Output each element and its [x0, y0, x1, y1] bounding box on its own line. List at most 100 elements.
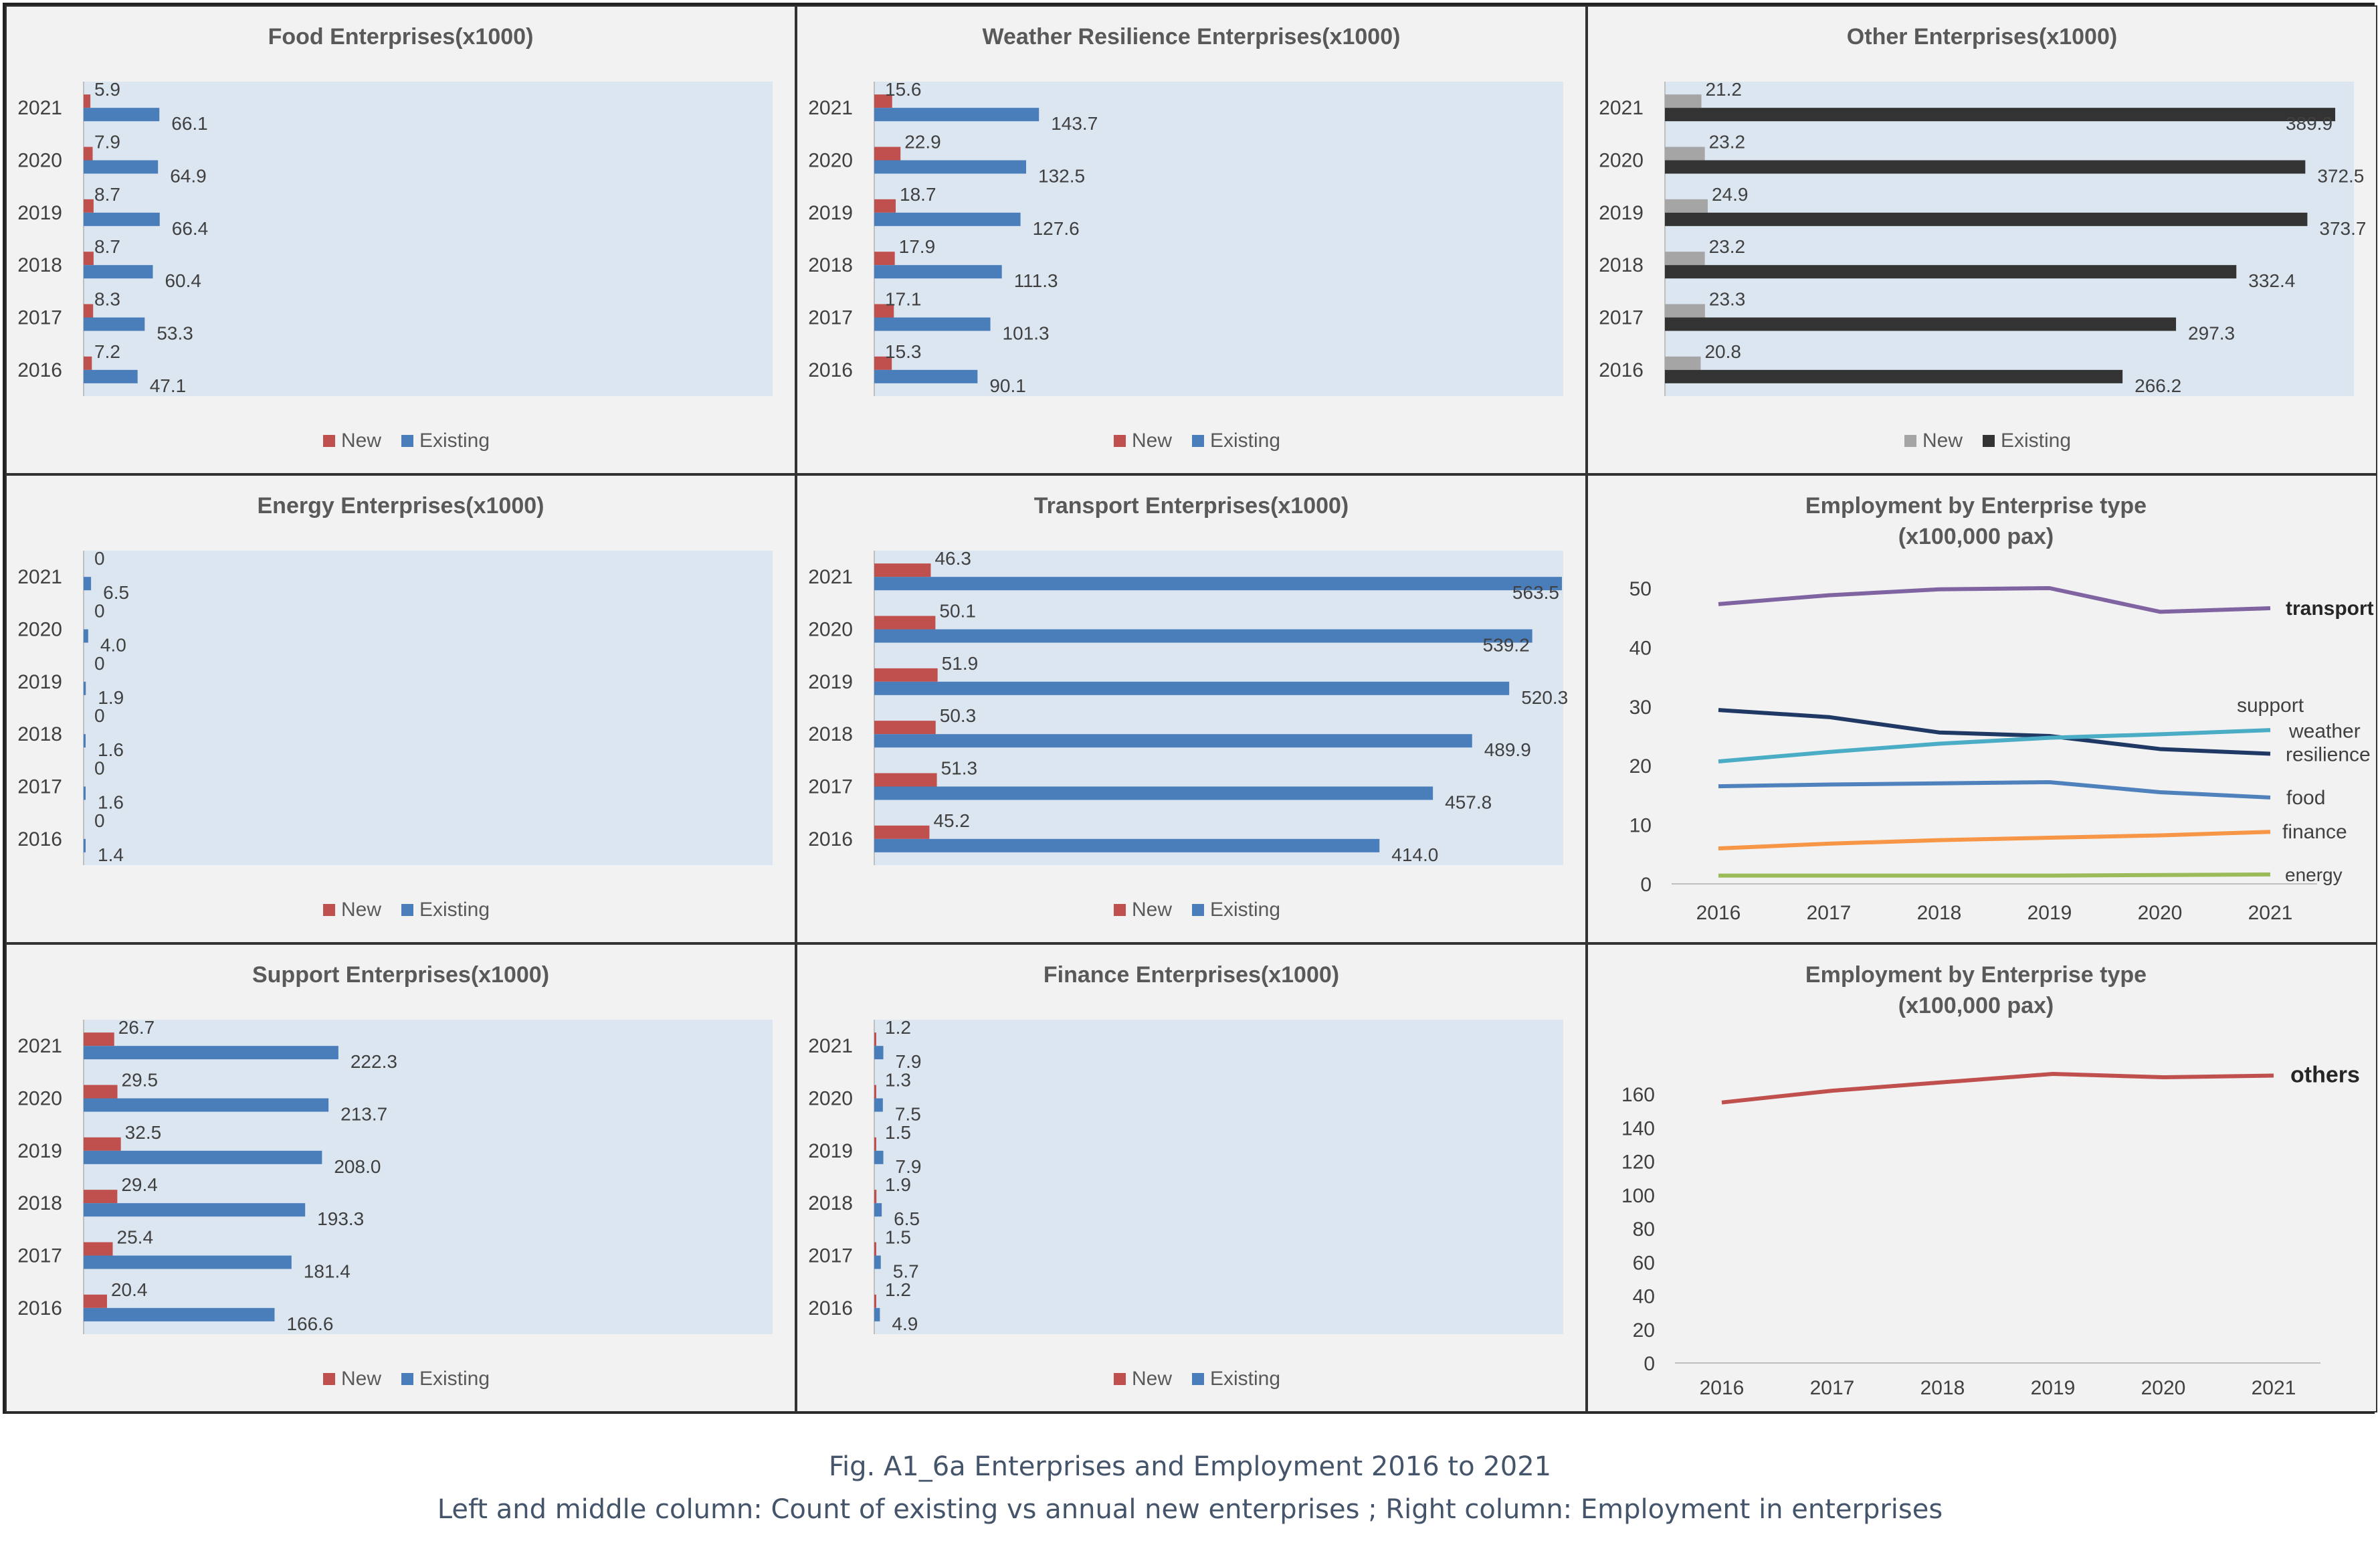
- plot-area: [84, 1020, 773, 1334]
- chart-weather-resilience: Weather Resilience Enterprises(x1000) 202…: [808, 24, 1563, 452]
- legend-swatch-new: [323, 435, 335, 447]
- y-tick-label: 2019: [17, 671, 62, 693]
- bar-existing: [874, 838, 1380, 852]
- data-label-existing: 60.4: [165, 270, 201, 291]
- chart-title: Support Enterprises(x1000): [252, 962, 549, 988]
- y-tick-label: 2020: [808, 619, 853, 641]
- y-tick-label: 2019: [17, 202, 62, 224]
- series-line-others: [1721, 1071, 2274, 1105]
- chart-energy: Energy Enterprises(x1000)202106.5202004.…: [17, 493, 773, 921]
- legend-swatch-new: [323, 1373, 335, 1385]
- figure-grid: Food Enterprises(x1000) 2021 5.9 66.1 2020 7.…: [3, 3, 2377, 1414]
- y-tick-label: 0: [1644, 1353, 1655, 1375]
- series-label-food: food: [2286, 787, 2325, 809]
- data-label-new: 0: [94, 758, 105, 779]
- chart-title: Employment by Enterprise type: [1805, 962, 2147, 988]
- data-label-new: 5.9: [94, 79, 120, 100]
- data-label-existing: 1.9: [98, 687, 124, 708]
- data-label-existing: 213.7: [340, 1104, 387, 1125]
- bar-new: [874, 199, 896, 213]
- data-label-existing: 208.0: [334, 1156, 381, 1177]
- bar-new: [84, 94, 91, 108]
- data-label-new: 20.4: [111, 1279, 148, 1300]
- y-tick-label: 40: [1629, 637, 1652, 659]
- legend-label-existing: Existing: [419, 430, 490, 452]
- y-tick-label: 2017: [1599, 307, 1644, 329]
- data-label-existing: 373.7: [2319, 218, 2366, 239]
- bar-new: [84, 1190, 118, 1204]
- bar-existing: [84, 1203, 306, 1217]
- data-label-new: 17.9: [899, 236, 936, 257]
- panel-food: Food Enterprises(x1000) 2021 5.9 66.1 2020 7.…: [5, 5, 796, 474]
- data-label-existing: 520.3: [1521, 687, 1568, 708]
- y-tick-label: 2016: [808, 1297, 853, 1319]
- data-label-existing: 1.4: [98, 844, 124, 865]
- data-label-new: 50.1: [939, 601, 976, 622]
- chart-title: Employment by Enterprise type: [1805, 493, 2147, 519]
- bar-existing: [874, 212, 1021, 226]
- legend-label-existing: Existing: [419, 899, 490, 921]
- data-label-new: 26.7: [118, 1017, 155, 1038]
- bar-existing: [874, 629, 1532, 643]
- y-tick-label: 2016: [1599, 359, 1644, 381]
- bar-new: [1665, 199, 1708, 213]
- bar-new: [874, 252, 895, 266]
- bar-new: [1665, 252, 1705, 266]
- y-tick-label: 2017: [808, 1245, 853, 1267]
- legend-label-new: New: [1132, 430, 1172, 452]
- y-tick-label: 2019: [808, 202, 853, 224]
- data-label-existing: 414.0: [1391, 844, 1438, 865]
- y-tick-label: 2016: [17, 828, 62, 850]
- plot-area: [84, 82, 773, 396]
- y-tick-label: 2020: [808, 1088, 853, 1110]
- data-label-new: 21.2: [1705, 79, 1742, 100]
- x-tick-label: 2020: [2141, 1377, 2186, 1399]
- bar-existing: [84, 265, 153, 279]
- panel-support: Support Enterprises(x1000) 2021 26.7 222.3 2…: [5, 943, 796, 1412]
- series-label-others: others: [2290, 1062, 2360, 1087]
- data-label-existing: 222.3: [351, 1051, 397, 1072]
- data-label-new: 7.9: [94, 132, 120, 153]
- y-tick-label: 2021: [808, 1035, 853, 1057]
- data-label-existing: 6.5: [894, 1208, 920, 1229]
- chart-title: Food Enterprises(x1000): [268, 24, 534, 50]
- bar-existing: [84, 108, 160, 122]
- data-label-new: 15.3: [885, 341, 922, 362]
- y-tick-label: 2017: [17, 307, 62, 329]
- y-tick-label: 2018: [808, 254, 853, 276]
- bar-new: [874, 668, 938, 682]
- bar-new: [874, 1032, 876, 1046]
- bar-existing: [84, 1046, 338, 1060]
- y-tick-label: 2021: [808, 566, 853, 588]
- legend-label-new: New: [1132, 1368, 1172, 1390]
- series-line-food: [1718, 780, 2271, 800]
- bar-new: [84, 1032, 114, 1046]
- chart-support: Support Enterprises(x1000) 2021 26.7 222.3 2…: [17, 962, 773, 1390]
- chart-title: Other Enterprises(x1000): [1847, 24, 2117, 50]
- legend-label-new: New: [1922, 430, 1963, 452]
- data-label-new: 0: [94, 653, 105, 674]
- series-label-resilience: resilience: [2286, 744, 2371, 766]
- bar-existing: [874, 1307, 880, 1321]
- bar-existing: [874, 369, 978, 383]
- bar-existing: [84, 734, 86, 748]
- bar-existing: [874, 681, 1510, 695]
- y-tick-label: 100: [1621, 1185, 1655, 1207]
- data-label-new: 17.1: [885, 289, 922, 310]
- chart-title: Weather Resilience Enterprises(x1000): [983, 24, 1401, 50]
- data-label-new: 32.5: [125, 1122, 162, 1143]
- panel-other: Other Enterprises(x1000) 2021 21.2 389.9 202…: [1587, 5, 2377, 474]
- bar-new: [874, 1137, 876, 1151]
- x-tick-label: 2021: [2248, 902, 2293, 924]
- data-label-new: 51.9: [942, 653, 979, 674]
- chart-subtitle: (x100,000 pax): [1898, 524, 2054, 549]
- bar-new: [874, 773, 937, 787]
- data-label-existing: 489.9: [1484, 739, 1531, 760]
- legend-label-existing: Existing: [1210, 899, 1280, 921]
- bar-new: [874, 825, 930, 839]
- chart-title: Transport Enterprises(x1000): [1034, 493, 1349, 519]
- y-tick-label: 2019: [808, 1140, 853, 1162]
- x-tick-label: 2017: [1807, 902, 1852, 924]
- series-line-weather-resilience: [1718, 728, 2271, 764]
- data-label-new: 7.2: [94, 341, 120, 362]
